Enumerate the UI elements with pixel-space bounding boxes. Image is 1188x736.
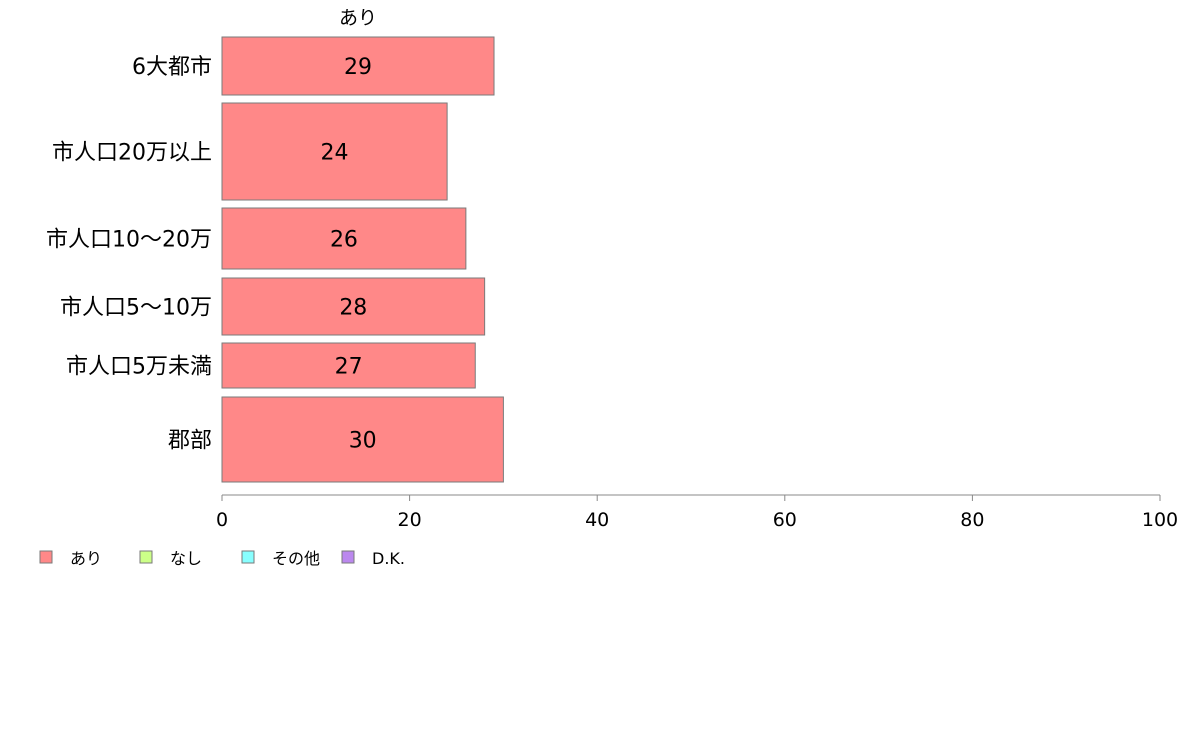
category-label-0: 6大都市 xyxy=(132,55,212,80)
series-name-label-0: あり xyxy=(339,7,377,29)
legend-swatch-3 xyxy=(341,550,355,564)
legend-label-0: あり xyxy=(70,549,102,568)
bar-2-0 xyxy=(221,207,467,270)
x-tick-label-4: 80 xyxy=(960,509,984,531)
legend-swatch-0 xyxy=(39,550,53,564)
legend-label-1: なし xyxy=(170,549,202,568)
bar-value-label-4-0: 27 xyxy=(335,355,363,380)
bar-1-0 xyxy=(221,102,448,201)
legend-swatch-2 xyxy=(241,550,255,564)
category-label-5: 郡部 xyxy=(168,429,212,454)
x-tick-label-0: 0 xyxy=(216,509,228,531)
x-tick-label-3: 60 xyxy=(773,509,797,531)
bar-value-label-0-0: 29 xyxy=(344,55,372,80)
bar-5-0 xyxy=(221,396,504,483)
bar-value-label-2-0: 26 xyxy=(330,228,358,253)
series-labels: あり xyxy=(339,7,377,29)
category-label-4: 市人口5万未満 xyxy=(66,355,212,380)
legend-swatch-1 xyxy=(139,550,153,564)
category-label-1: 市人口20万以上 xyxy=(52,141,212,166)
bars-layer: 29 24 26 28 27 30 xyxy=(221,36,504,483)
category-label-2: 市人口10〜20万 xyxy=(46,228,212,253)
bar-value-label-5-0: 30 xyxy=(349,429,377,454)
legend-label-3: D.K. xyxy=(372,549,405,568)
x-tick-label-2: 40 xyxy=(585,509,609,531)
x-tick-label-1: 20 xyxy=(398,509,422,531)
bar-3-0 xyxy=(221,277,486,336)
bar-4-0 xyxy=(221,342,476,389)
bar-value-label-3-0: 28 xyxy=(339,296,367,321)
legend: あり なし その他 D.K. xyxy=(39,549,405,568)
x-axis: 0 20 40 60 80 100 xyxy=(216,494,1178,531)
legend-label-2: その他 xyxy=(272,549,320,568)
category-label-3: 市人口5〜10万 xyxy=(60,296,212,321)
bar-0-0 xyxy=(221,36,495,96)
bar-value-label-1-0: 24 xyxy=(321,141,349,166)
x-tick-label-5: 100 xyxy=(1142,509,1178,531)
